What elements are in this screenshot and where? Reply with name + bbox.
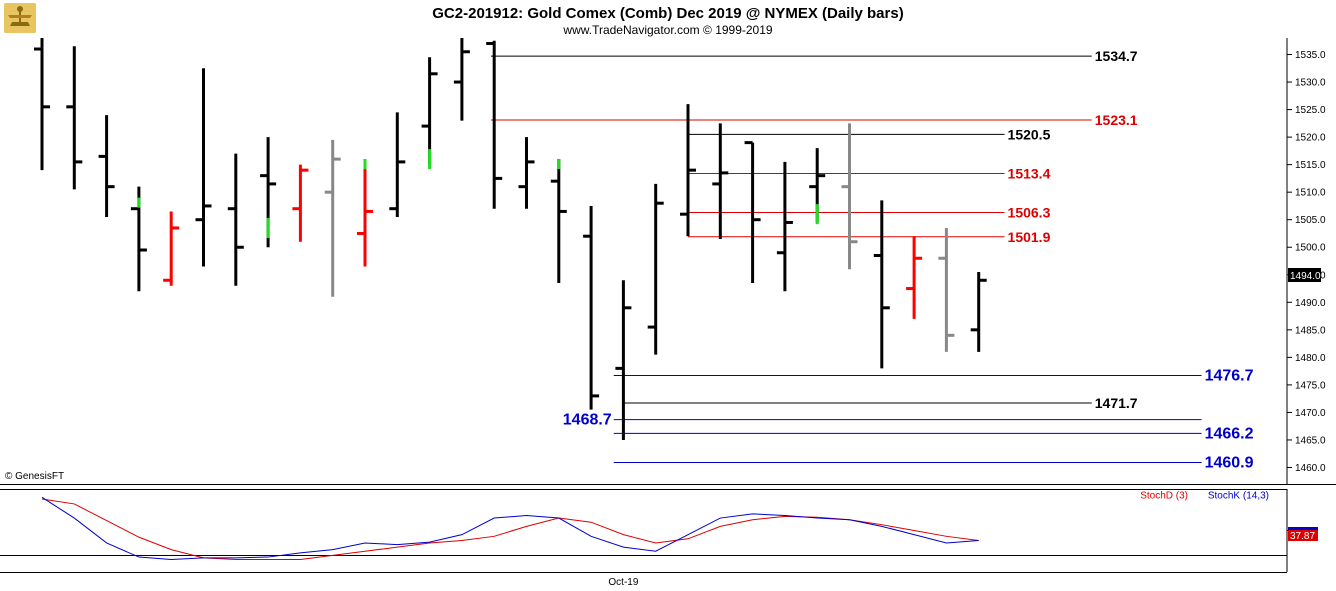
ohlc-bar bbox=[518, 137, 535, 209]
ohlc-bar bbox=[970, 272, 987, 352]
price-tick-label: 1525.0 bbox=[1295, 105, 1326, 116]
price-tick-label: 1530.0 bbox=[1295, 78, 1326, 89]
price-tick-label: 1480.0 bbox=[1295, 353, 1326, 364]
price-tick-label: 1490.0 bbox=[1295, 298, 1326, 309]
ohlc-bar bbox=[98, 115, 115, 217]
level-label: 1460.9 bbox=[1205, 455, 1254, 472]
ohlc-bar bbox=[680, 104, 696, 237]
level-label: 1513.4 bbox=[1008, 165, 1051, 181]
stoch-d-legend: StochD (3) bbox=[1140, 490, 1188, 501]
ohlc-bar bbox=[873, 200, 890, 369]
chart-subtitle: www.TradeNavigator.com © 1999-2019 bbox=[562, 23, 772, 37]
support-resistance-levels: 1534.7 1523.1 1520.5 1513.4 1506.3 1501.9 1476… bbox=[490, 48, 1254, 472]
ohlc-bar bbox=[292, 164, 309, 242]
x-axis: Oct-19 bbox=[608, 577, 638, 588]
level-label: 1468.7 bbox=[563, 412, 612, 429]
ohlc-bar bbox=[744, 141, 761, 284]
stoch-d-line bbox=[41, 498, 979, 561]
x-tick-label: Oct-19 bbox=[608, 577, 638, 588]
price-panel: 1535.0 1530.0 1525.0 1520.0 1515.0 1510.0 1505… bbox=[0, 38, 1336, 490]
price-tick-label: 1535.0 bbox=[1295, 50, 1326, 61]
price-tick-label: 1470.0 bbox=[1295, 408, 1326, 419]
ohlc-bar bbox=[615, 280, 632, 440]
price-tick-label: 1475.0 bbox=[1295, 380, 1326, 391]
ohlc-bar bbox=[227, 153, 244, 286]
ohlc-bar bbox=[841, 123, 858, 270]
ohlc-bars bbox=[34, 38, 987, 440]
level-label: 1471.7 bbox=[1095, 395, 1138, 411]
ohlc-bar bbox=[163, 211, 180, 286]
level-label: 1523.1 bbox=[1095, 112, 1138, 128]
ohlc-bar bbox=[195, 68, 212, 267]
price-tick-label: 1520.0 bbox=[1295, 133, 1326, 144]
price-tick-label: 1515.0 bbox=[1295, 160, 1326, 171]
stoch-last-label: 37.87 bbox=[1290, 531, 1315, 542]
stoch-k-line bbox=[41, 496, 979, 561]
ohlc-bar bbox=[421, 57, 438, 170]
stochastic-lines bbox=[41, 496, 979, 561]
stochastic-panel: StochD (3) StochK (14,3) 50 37.87 bbox=[0, 489, 1318, 573]
ohlc-bar bbox=[647, 183, 664, 355]
ohlc-bar bbox=[130, 186, 147, 292]
last-price-label: 1494.0 bbox=[1290, 271, 1321, 282]
ohlc-bar bbox=[324, 139, 341, 297]
level-label: 1534.7 bbox=[1095, 48, 1138, 64]
ohlc-bar bbox=[712, 123, 729, 239]
level-label: 1466.2 bbox=[1205, 425, 1254, 442]
price-tick-label: 1510.0 bbox=[1295, 188, 1326, 199]
ohlc-bar bbox=[583, 205, 600, 410]
price-tick-label: 1465.0 bbox=[1295, 435, 1326, 446]
ohlc-bar bbox=[66, 46, 83, 190]
last-price-marker: 1494.0 bbox=[1288, 268, 1321, 282]
stoch-k-legend: StochK (14,3) bbox=[1208, 490, 1269, 501]
ohlc-bar bbox=[260, 137, 277, 248]
level-label: 1520.5 bbox=[1008, 126, 1051, 142]
price-tick-label: 1500.0 bbox=[1295, 243, 1326, 254]
ohlc-bar bbox=[357, 159, 373, 267]
level-label: 1476.7 bbox=[1205, 368, 1254, 385]
price-tick-label: 1505.0 bbox=[1295, 215, 1326, 226]
stoch-last-marker: 37.87 bbox=[1288, 527, 1318, 542]
watermark: © GenesisFT bbox=[5, 471, 64, 482]
ohlc-bar bbox=[486, 40, 503, 209]
ohlc-bar bbox=[389, 112, 406, 217]
ohlc-bar bbox=[776, 161, 793, 292]
ohlc-bar bbox=[453, 38, 470, 121]
ohlc-bar bbox=[809, 148, 826, 225]
logo-icon bbox=[4, 3, 36, 33]
chart-title: GC2-201912: Gold Comex (Comb) Dec 2019 @… bbox=[432, 5, 903, 22]
price-tick-label: 1460.0 bbox=[1295, 463, 1326, 474]
level-label: 1506.3 bbox=[1008, 205, 1051, 221]
level-label: 1501.9 bbox=[1008, 229, 1051, 245]
ohlc-bar bbox=[938, 227, 955, 352]
ohlc-bar bbox=[34, 38, 50, 171]
ohlc-bar bbox=[906, 236, 923, 319]
price-tick-label: 1485.0 bbox=[1295, 325, 1326, 336]
ohlc-bar bbox=[550, 159, 567, 284]
